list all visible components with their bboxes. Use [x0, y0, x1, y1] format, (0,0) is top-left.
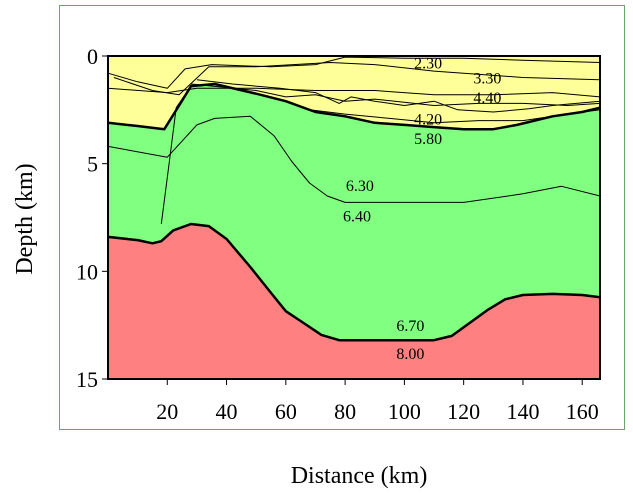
boundary-sediment-bottom	[107, 82, 601, 131]
value-label-group: 2.30 3.30 4.40 4.20 5.80 6.30 6.40 6.70 8.00	[343, 55, 501, 363]
sediment-line	[107, 87, 601, 98]
velocity-label: 8.00	[396, 346, 424, 363]
velocity-label: 5.80	[414, 131, 442, 148]
sediment-line	[190, 83, 601, 106]
sediment-line	[196, 79, 601, 113]
sediment-line	[107, 56, 601, 89]
sediment-line	[309, 109, 601, 124]
tick-group: 20 40 60 80 100 120 140 160 0 5 10 15	[76, 44, 599, 424]
velocity-contour	[160, 90, 189, 225]
y-tick-label: 0	[87, 44, 98, 69]
y-tick-label: 5	[87, 152, 98, 177]
plot-frame	[59, 5, 625, 430]
velocity-label: 2.30	[414, 55, 442, 72]
velocity-contour	[107, 115, 601, 203]
velocity-label: 6.30	[346, 178, 374, 195]
velocity-label: 4.20	[414, 111, 442, 128]
boundary-crust-bottom	[107, 222, 601, 342]
velocity-label: 4.40	[473, 90, 501, 107]
x-tick-label: 40	[216, 399, 238, 424]
velocity-label: 6.70	[396, 318, 424, 335]
velocity-label: 6.40	[343, 208, 371, 225]
x-tick-label: 60	[275, 399, 297, 424]
y-tick-label: 10	[76, 259, 98, 284]
x-axis-title: Distance (km)	[291, 463, 428, 489]
x-tick-label: 160	[566, 399, 599, 424]
sediment-line	[113, 62, 601, 96]
layer-mantle	[108, 224, 600, 379]
line-group	[107, 56, 601, 342]
layer-crust	[108, 84, 600, 341]
plot-border	[107, 55, 601, 380]
x-tick-label: 120	[447, 399, 480, 424]
x-tick-label: 100	[388, 399, 421, 424]
y-tick-label: 15	[76, 367, 98, 392]
velocity-label: 3.30	[473, 71, 501, 88]
y-axis-title: Depth (km)	[12, 163, 38, 274]
x-tick-label: 80	[334, 399, 356, 424]
x-tick-label: 20	[156, 399, 178, 424]
x-tick-label: 140	[506, 399, 539, 424]
